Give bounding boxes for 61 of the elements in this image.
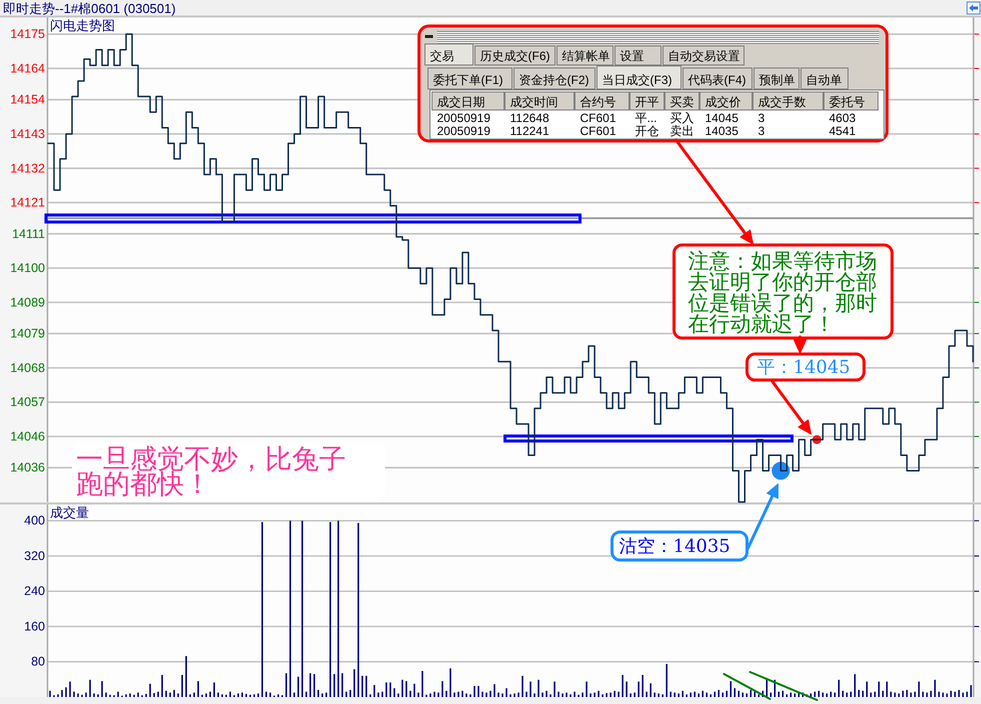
annotation: 成交时间 [510,95,558,109]
y-tick-label: 14046 [10,430,46,444]
annotation: CF601 [580,124,616,138]
annotation: 一旦感觉不妙，比兔子跑的都快！ [76,444,346,500]
y-tick-label: 14111 [12,226,46,241]
y-tick-label: 14175 [10,27,46,42]
y-tick-label: 14079 [10,326,46,341]
annotation: 4541 [829,124,856,138]
annotation: 委托下单(F1) [433,73,503,87]
annotation: 沽空：14035 [619,536,730,557]
annotation: 3 [758,124,765,138]
annotation: 3 [758,111,765,125]
annotation: 自动交易设置 [668,49,740,63]
y-tick-label: 14057 [10,395,46,410]
annotation: 平... [635,111,658,125]
annotation: 卖出 [670,124,694,138]
y-tick-label: 14154 [10,92,46,107]
annotation: 20050919 [437,111,491,125]
y-tick-label: 14100 [10,261,46,276]
annotation: 4603 [829,111,856,125]
annotation: 20050919 [437,124,491,138]
y-tick-label: 14089 [10,295,46,310]
y-tick-label: 14143 [10,126,46,141]
y-tick-label: 400 [24,514,46,528]
annotation: 112241 [510,124,550,138]
annotation: 资金持仓(F2) [519,73,589,87]
annotation: 买卖 [670,95,694,109]
y-tick-label: 14036 [10,460,46,475]
annotation: 代码表(F4) [687,73,746,87]
annotation: CF601 [580,111,616,125]
annotation: 买入 [670,111,694,125]
annotation: 自动单 [806,73,842,87]
chart-title: 即时走势--1#棉0601 (030501) [3,1,176,16]
annotation: 交易 [430,49,454,63]
y-tick-label: 160 [24,620,46,634]
y-tick-label: 240 [24,584,46,598]
annotation: 14035 [705,124,739,138]
annotation: 预制单 [759,73,795,87]
annotation: 合约号 [580,95,616,109]
annotation: 14045 [705,111,739,125]
annotation: 开平 [635,95,659,109]
chart-title: 成交量 [50,505,89,520]
y-tick-label: 80 [31,654,46,669]
annotation: 设置 [620,49,644,63]
annotation: 成交价 [705,95,741,109]
annotation: 平：14045 [757,357,850,378]
annotation: 开仓 [635,124,659,138]
y-tick-label: 14132 [10,161,46,176]
y-tick-label: 320 [24,548,46,563]
annotation: 成交日期 [437,95,485,109]
y-tick-label: 14068 [10,360,46,375]
chart-subtitle: 闪电走势图 [50,18,115,33]
annotation: 注意：如果等待市场去证明了你的开仓部位是错误了的，那时在行动就迟了！ [688,249,877,336]
annotation: 当日成交(F3) [602,73,672,87]
annotation: 结算帐单 [562,49,610,63]
annotation: 历史成交(F6) [480,49,550,63]
y-tick-label: 14121 [10,196,46,210]
annotation: 委托号 [829,95,865,109]
y-tick-label: 14164 [10,61,46,76]
annotation: 112648 [510,111,550,125]
annotation: 成交手数 [758,95,806,109]
